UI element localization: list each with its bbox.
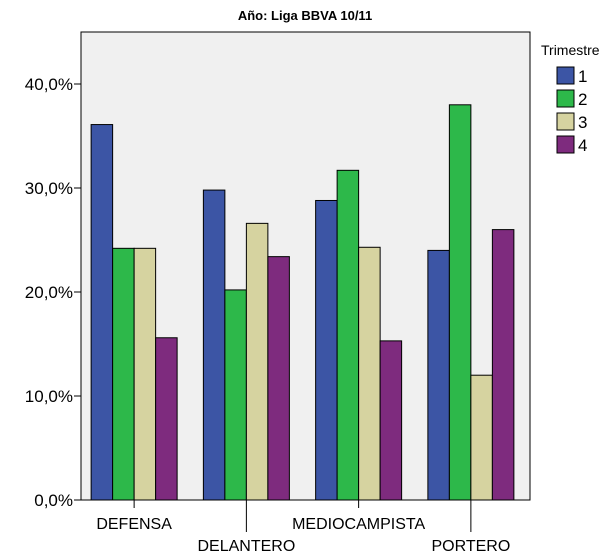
chart-title: Año: Liga BBVA 10/11 xyxy=(238,8,372,23)
bar-defensa-series-1 xyxy=(90,124,114,501)
bar-mediocampista-series-1 xyxy=(315,199,338,501)
legend-swatch xyxy=(556,135,575,154)
x-axis: DEFENSA DELANTERO MEDIOCAMPISTA PORTERO xyxy=(96,500,510,555)
y-tick-label: 30,0% xyxy=(25,179,73,198)
x-tick-label: MEDIOCAMPISTA xyxy=(292,516,425,533)
legend-swatch xyxy=(556,89,575,108)
x-tick-label: DEFENSA xyxy=(96,516,172,533)
x-tick-label: DELANTERO xyxy=(197,538,295,555)
bar-portero-series-1 xyxy=(427,249,450,501)
legend-title: Trimestre xyxy=(541,42,600,58)
legend-label: 3 xyxy=(578,113,587,132)
legend-label: 4 xyxy=(578,136,587,155)
y-tick-label: 40,0% xyxy=(25,75,73,94)
bar-delantero-series-1 xyxy=(202,189,226,501)
bar-mediocampista-series-4 xyxy=(379,340,403,501)
bar-mediocampista-series-2 xyxy=(336,169,360,501)
bar-defensa-series-2 xyxy=(112,247,135,501)
bar-defensa-series-4 xyxy=(155,337,178,501)
x-tick-label: PORTERO xyxy=(431,538,510,555)
y-tick-label: 0,0% xyxy=(34,491,73,510)
y-tick-label: 10,0% xyxy=(25,387,73,406)
bar-delantero-series-2 xyxy=(224,289,247,501)
y-axis: 0,0% 10,0% 20,0% 30,0% 40,0% xyxy=(25,75,81,510)
bar-defensa-series-3 xyxy=(133,247,157,501)
bar-delantero-series-4 xyxy=(267,256,290,501)
legend-swatch xyxy=(556,66,575,85)
bar-portero-series-4 xyxy=(491,229,515,501)
bar-mediocampista-series-3 xyxy=(358,246,381,501)
y-tick-label: 20,0% xyxy=(25,283,73,302)
legend-label: 2 xyxy=(578,90,587,109)
bars xyxy=(90,104,515,501)
bar-delantero-series-3 xyxy=(245,222,269,501)
bar-portero-series-2 xyxy=(448,104,472,501)
legend-swatch xyxy=(556,112,575,131)
legend: Trimestre 1 2 3 4 xyxy=(541,42,600,155)
legend-label: 1 xyxy=(578,67,587,86)
bar-portero-series-3 xyxy=(470,374,493,501)
